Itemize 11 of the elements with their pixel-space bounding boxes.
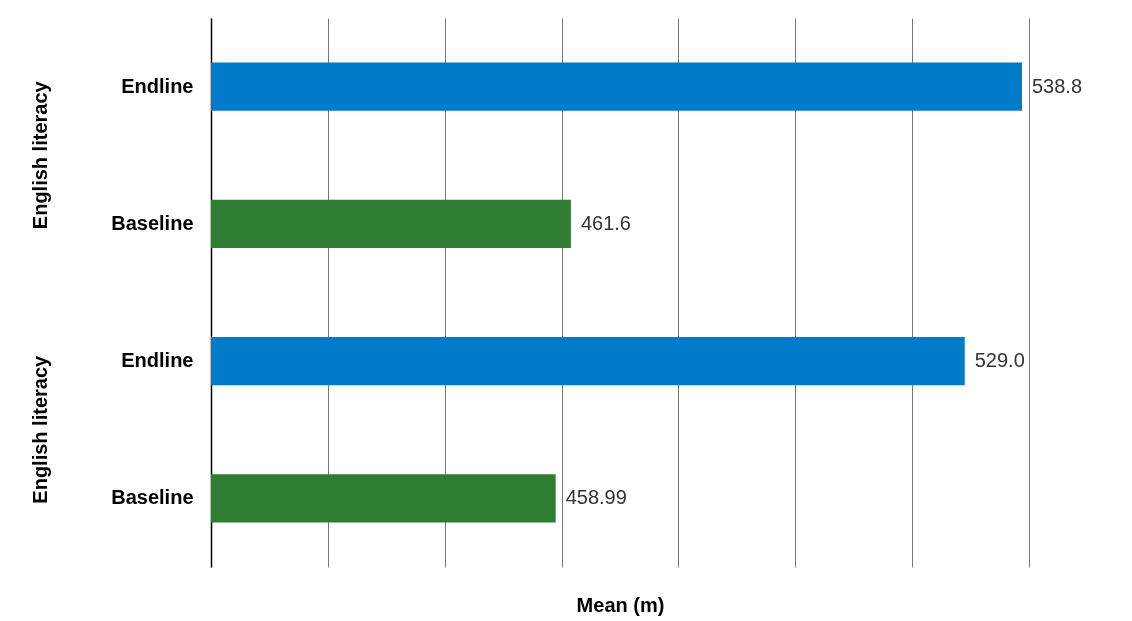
y-tick-label: Baseline xyxy=(111,211,194,234)
y-tick-label: Endline xyxy=(121,74,194,97)
x-axis-title: Mean (m) xyxy=(576,593,665,616)
text: English literacy xyxy=(29,80,51,230)
data-label: 458.99 xyxy=(565,486,627,509)
data-label: 529.0 xyxy=(974,349,1025,372)
text: English literacy xyxy=(29,354,51,504)
y-tick-label: Endline xyxy=(121,349,194,372)
y-tick-label: Baseline xyxy=(111,486,194,509)
data-label: 538.8 xyxy=(1031,74,1083,97)
data-label: 461.6 xyxy=(580,211,631,234)
